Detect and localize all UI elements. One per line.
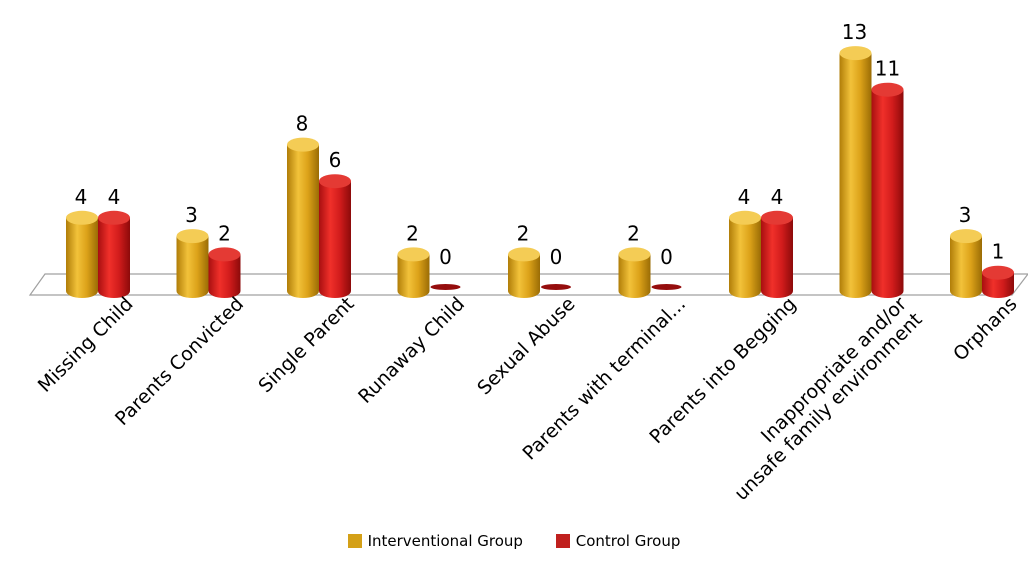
bar-interventional-6 <box>618 247 651 298</box>
bar-top-interventional-3 <box>287 137 319 152</box>
value-label-interventional-9: 3 <box>959 203 972 227</box>
value-label-control-8: 11 <box>875 57 900 81</box>
value-label-control-3: 6 <box>329 148 342 172</box>
value-label-interventional-2: 3 <box>185 203 198 227</box>
legend-item-interventional: Interventional Group <box>347 532 523 550</box>
bar-control-2 <box>208 247 241 298</box>
bar-control-3 <box>319 174 351 298</box>
category-label-9: Orphans <box>949 293 1021 365</box>
value-label-control-1: 4 <box>108 185 121 209</box>
value-label-control-4: 0 <box>439 245 452 269</box>
legend-label-interventional: Interventional Group <box>367 532 523 550</box>
bar-control-7 <box>761 210 793 298</box>
bar-control-9 <box>982 265 1014 298</box>
bar-control-6 <box>651 284 682 290</box>
value-label-interventional-1: 4 <box>75 185 88 209</box>
value-label-interventional-5: 2 <box>517 221 530 245</box>
legend-swatch-control <box>555 534 570 548</box>
value-label-control-7: 4 <box>771 185 784 209</box>
bar-top-interventional-7 <box>729 210 761 225</box>
bar-body-interventional-6 <box>618 254 651 298</box>
bar-top-interventional-2 <box>176 229 209 244</box>
bar-body-interventional-4 <box>397 254 430 298</box>
bar-body-control-2 <box>208 254 241 298</box>
bars-layer <box>66 46 1014 298</box>
category-label-8: Inappropriate and/orunsafe family enviro… <box>715 293 927 505</box>
bar-flat-control-4 <box>430 284 461 290</box>
bar-top-interventional-5 <box>508 247 540 262</box>
bar-flat-control-5 <box>541 284 571 290</box>
category-label-5: Sexual Abuse <box>473 293 579 399</box>
bar-flat-control-6 <box>651 284 682 290</box>
bar-body-interventional-8 <box>839 53 872 298</box>
value-label-interventional-4: 2 <box>406 221 419 245</box>
bar-body-control-9 <box>982 272 1014 298</box>
bar-control-5 <box>541 284 571 290</box>
bar-body-control-8 <box>871 89 904 298</box>
bar-top-control-2 <box>208 247 241 262</box>
bar-top-interventional-8 <box>839 46 872 61</box>
bar-body-interventional-3 <box>287 144 319 298</box>
bar-body-control-1 <box>98 217 130 298</box>
bar-control-1 <box>98 210 130 298</box>
bar-interventional-4 <box>397 247 430 298</box>
bar-top-interventional-4 <box>397 247 430 262</box>
bar-interventional-1 <box>66 210 98 298</box>
value-label-control-2: 2 <box>218 221 231 245</box>
bar-control-4 <box>430 284 461 290</box>
bar-control-8 <box>871 82 904 298</box>
legend-label-control: Control Group <box>575 532 681 550</box>
value-label-interventional-6: 2 <box>627 221 640 245</box>
bar-top-control-3 <box>319 174 351 189</box>
value-label-control-9: 1 <box>992 240 1005 264</box>
bar-interventional-3 <box>287 137 319 298</box>
bar-top-interventional-1 <box>66 210 98 225</box>
value-label-control-6: 0 <box>660 245 673 269</box>
category-label-1: Missing Child <box>34 293 138 397</box>
bar-top-control-9 <box>982 265 1014 280</box>
bar-interventional-5 <box>508 247 540 298</box>
value-label-interventional-3: 8 <box>296 112 309 136</box>
value-label-interventional-8: 13 <box>842 20 867 44</box>
bar-top-control-8 <box>871 82 904 97</box>
bar-body-interventional-7 <box>729 217 761 298</box>
bar-body-interventional-5 <box>508 254 540 298</box>
bar-top-control-1 <box>98 210 130 225</box>
bar-top-interventional-6 <box>618 247 651 262</box>
bar-top-interventional-9 <box>950 229 982 244</box>
bar-body-interventional-1 <box>66 217 98 298</box>
category-label-4: Runaway Child <box>354 293 469 408</box>
legend-swatch-interventional <box>347 534 362 548</box>
bar-interventional-8 <box>839 46 872 298</box>
category-label-3: Single Parent <box>254 293 358 397</box>
bar-body-interventional-9 <box>950 236 982 298</box>
bar-top-control-7 <box>761 210 793 225</box>
bar-interventional-9 <box>950 229 982 298</box>
bar-interventional-2 <box>176 229 209 298</box>
legend: Interventional Group Control Group <box>0 532 1028 552</box>
bar-interventional-7 <box>729 210 761 298</box>
bar-body-control-3 <box>319 181 351 298</box>
value-label-control-5: 0 <box>550 245 563 269</box>
bar-body-interventional-2 <box>176 236 209 298</box>
legend-item-control: Control Group <box>555 532 681 550</box>
bar-body-control-7 <box>761 217 793 298</box>
value-label-interventional-7: 4 <box>738 185 751 209</box>
